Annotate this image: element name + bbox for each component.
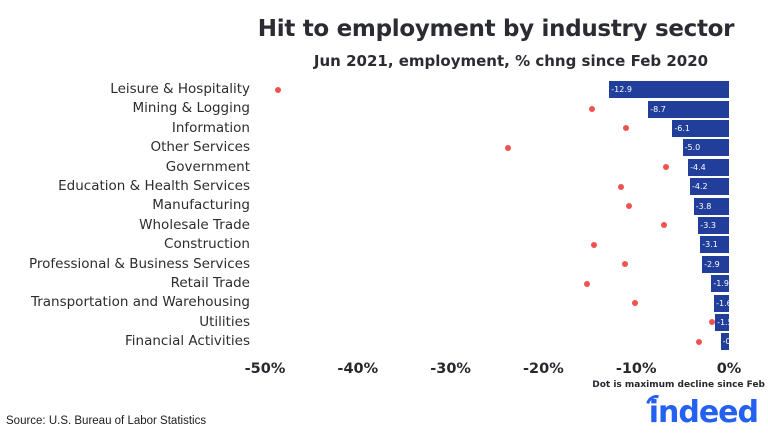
- x-tick-label: -50%: [244, 361, 286, 377]
- max-decline-dot: [618, 183, 625, 190]
- bar: -6.1: [672, 119, 729, 137]
- bar-value-label: -8.7: [650, 104, 666, 114]
- max-decline-dot: [661, 222, 668, 229]
- bar-value-label: -1.5: [717, 317, 729, 327]
- x-tick-label: -40%: [337, 361, 379, 377]
- max-decline-dot: [588, 106, 595, 113]
- bar: -5.0: [682, 139, 729, 157]
- bar-value-label: -6.1: [674, 123, 690, 133]
- category-label: Mining & Logging: [132, 100, 251, 117]
- chart-title: Hit to employment by industry sector: [257, 16, 735, 42]
- bar: -3.3: [698, 216, 729, 234]
- chart-row: Transportation and Warehousing -1.6: [0, 293, 768, 312]
- max-decline-dot: [709, 319, 716, 326]
- chart-row: Mining & Logging -8.7: [0, 99, 768, 118]
- bar: -3.1: [700, 236, 729, 254]
- max-decline-dot: [590, 241, 597, 248]
- chart-row: Government -4.4: [0, 158, 768, 177]
- chart-row: Information -6.1: [0, 119, 768, 138]
- bar: -12.9: [609, 81, 729, 99]
- x-tick-label: 0%: [716, 361, 742, 377]
- category-label: Government: [165, 158, 250, 175]
- max-decline-dot: [622, 261, 629, 268]
- max-decline-dot: [632, 300, 639, 307]
- chart-row: Retail Trade -1.9: [0, 274, 768, 293]
- max-decline-dot: [696, 338, 703, 345]
- bar-value-label: -4.2: [692, 182, 708, 192]
- bar-value-label: -2.9: [704, 259, 720, 269]
- chart-row: Manufacturing -3.8: [0, 196, 768, 215]
- bar-value-label: -3.8: [695, 201, 712, 211]
- x-tick-label: -30%: [430, 361, 471, 377]
- max-decline-dot: [274, 86, 281, 93]
- bar: -3.8: [693, 197, 729, 215]
- bar-value-label: -3.1: [702, 240, 718, 250]
- bar-value-label: -4.4: [690, 162, 706, 172]
- category-label: Wholesale Trade: [139, 216, 250, 233]
- indeed-logo: indeed: [641, 391, 759, 432]
- bar-value-label: -5.0: [684, 143, 701, 153]
- category-label: Other Services: [150, 139, 250, 156]
- chart-row: Utilities -1.5: [0, 313, 768, 332]
- category-label: Retail Trade: [170, 275, 250, 291]
- bar: -8.7: [648, 100, 729, 118]
- category-label: Leisure & Hospitality: [110, 81, 250, 97]
- chart-row: Financial Activities -0: [0, 332, 768, 351]
- bar-value-label: -0: [722, 337, 729, 347]
- bar: -2.9: [702, 255, 729, 273]
- max-decline-dot: [584, 280, 591, 287]
- max-decline-dot: [625, 203, 632, 210]
- category-label: Education & Health Services: [58, 178, 250, 194]
- category-label: Construction: [164, 236, 250, 253]
- bar: -1.9: [711, 275, 729, 293]
- chart-row: Wholesale Trade -3.3: [0, 216, 768, 235]
- category-label: Manufacturing: [152, 197, 250, 214]
- chart-row: Construction -3.1: [0, 235, 768, 254]
- category-label: Financial Activities: [125, 333, 250, 350]
- bar-value-label: -1.9: [713, 279, 729, 289]
- category-label: Professional & Business Services: [29, 255, 250, 272]
- chart-row: Leisure & Hospitality -12.9: [0, 80, 768, 99]
- bar: -4.2: [690, 178, 729, 196]
- bar: -1.6: [714, 294, 729, 312]
- max-decline-dot: [505, 144, 512, 151]
- chart-row: Professional & Business Services -2.9: [0, 255, 768, 274]
- bar-value-label: -12.9: [611, 85, 632, 95]
- chart-subtitle: Jun 2021, employment, % chng since Feb 2…: [313, 52, 709, 70]
- bar: -1.5: [715, 313, 729, 331]
- category-label: Information: [171, 119, 250, 136]
- bar: -0: [720, 333, 729, 351]
- max-decline-dot: [622, 125, 629, 132]
- bar-value-label: -3.3: [700, 220, 716, 230]
- category-label: Transportation and Warehousing: [30, 294, 250, 311]
- chart-row: Education & Health Services -4.2: [0, 177, 768, 196]
- chart-row: Other Services -5.0: [0, 138, 768, 157]
- x-tick-label: -10%: [615, 361, 657, 377]
- bar-value-label: -1.6: [716, 298, 729, 308]
- x-tick-label: -20%: [523, 361, 564, 377]
- indeed-logo-text: indeed: [648, 395, 759, 430]
- chart-rows: Leisure & Hospitality -12.9 Mining & Loggi…: [0, 80, 768, 352]
- max-decline-dot: [662, 164, 669, 171]
- dot-annotation: Dot is maximum decline since Feb: [592, 380, 765, 390]
- category-label: Utilities: [199, 313, 250, 330]
- source-note: Source: U.S. Bureau of Labor Statistics: [6, 415, 207, 427]
- bar: -4.4: [688, 158, 729, 176]
